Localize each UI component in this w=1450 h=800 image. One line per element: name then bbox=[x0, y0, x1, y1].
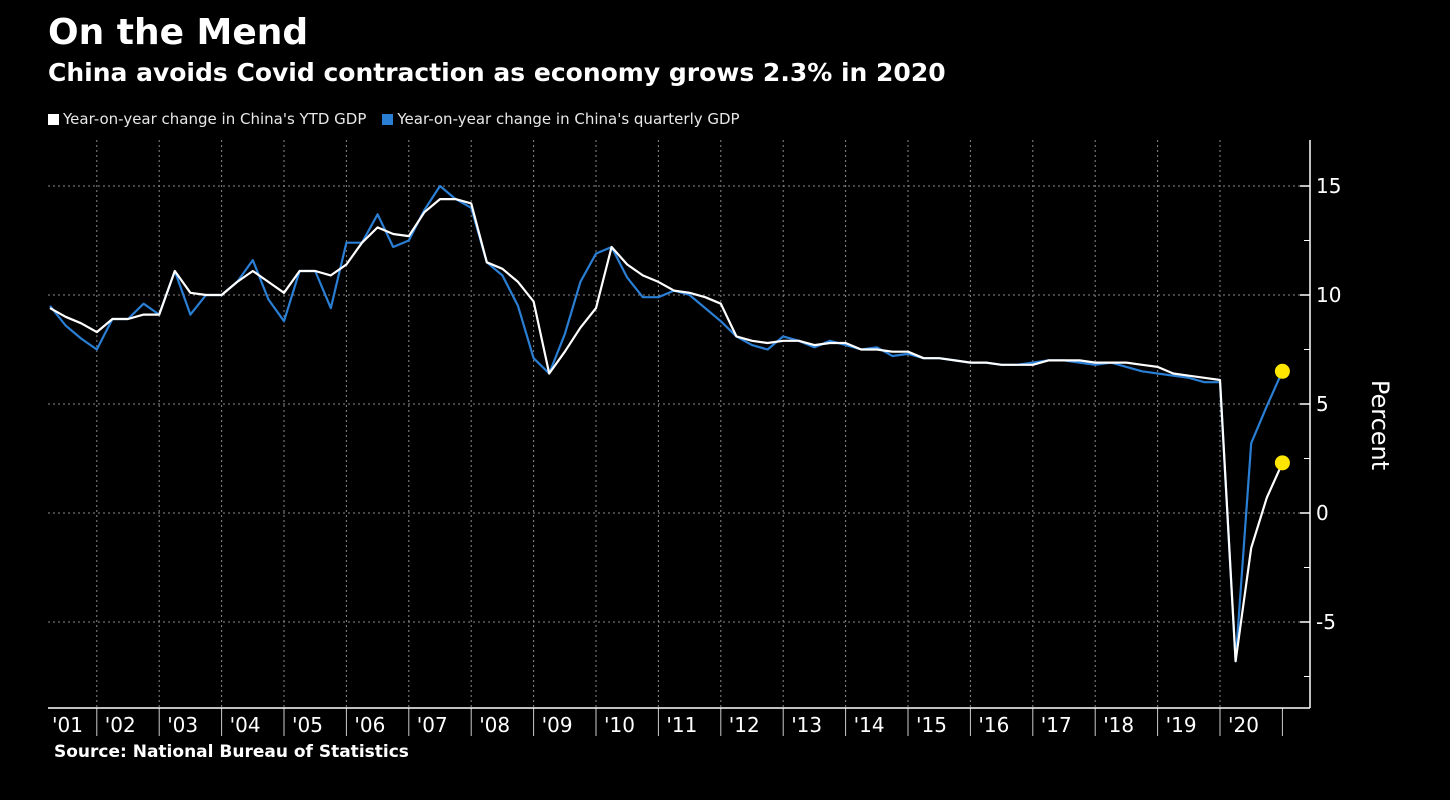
series-line-quarterly bbox=[49, 184, 1284, 663]
y-axis-label: Percent bbox=[1366, 380, 1394, 470]
x-tick-label: '07 bbox=[417, 713, 448, 737]
x-tick-label: '09 bbox=[542, 713, 573, 737]
x-tick-label: '19 bbox=[1166, 713, 1197, 737]
x-tick-label: '15 bbox=[916, 713, 947, 737]
x-tick-label: '03 bbox=[167, 713, 198, 737]
x-tick-label: '10 bbox=[604, 713, 635, 737]
legend-item-ytd: Year-on-year change in China's YTD GDP bbox=[48, 110, 366, 128]
x-tick-label: '11 bbox=[666, 713, 697, 737]
x-tick-label: '06 bbox=[354, 713, 385, 737]
end-marker-ytd bbox=[1274, 455, 1290, 471]
legend-label-quarterly: Year-on-year change in China's quarterly… bbox=[397, 110, 740, 128]
end-marker-quarterly bbox=[1274, 363, 1290, 379]
legend: Year-on-year change in China's YTD GDP Y… bbox=[48, 110, 740, 128]
x-tick-label: '05 bbox=[292, 713, 323, 737]
x-tick-label: '08 bbox=[479, 713, 510, 737]
y-tick-label: 10 bbox=[1316, 283, 1341, 307]
x-tick-label: '14 bbox=[854, 713, 885, 737]
chart-title: On the Mend bbox=[48, 12, 309, 53]
x-tick-label: '04 bbox=[230, 713, 261, 737]
x-tick-label: '01 bbox=[52, 713, 83, 737]
legend-label-ytd: Year-on-year change in China's YTD GDP bbox=[63, 110, 367, 128]
y-tick-label: 15 bbox=[1316, 174, 1341, 198]
y-tick-label: 0 bbox=[1316, 501, 1329, 525]
legend-swatch-ytd bbox=[48, 113, 59, 125]
y-tick-label: -5 bbox=[1316, 610, 1336, 634]
legend-swatch-quarterly bbox=[382, 113, 394, 125]
source-note: Source: National Bureau of Statistics bbox=[54, 742, 409, 762]
x-tick-label: '02 bbox=[105, 713, 136, 737]
x-tick-label: '12 bbox=[729, 713, 760, 737]
x-tick-label: '16 bbox=[978, 713, 1009, 737]
x-tick-label: '20 bbox=[1228, 713, 1259, 737]
x-tick-label: '17 bbox=[1041, 713, 1072, 737]
y-tick-label: 5 bbox=[1316, 392, 1329, 416]
x-tick-label: '18 bbox=[1103, 713, 1134, 737]
chart-subtitle: China avoids Covid contraction as econom… bbox=[48, 58, 946, 87]
x-tick-label: '13 bbox=[791, 713, 822, 737]
legend-item-quarterly: Year-on-year change in China's quarterly… bbox=[382, 110, 740, 128]
series-line-ytd bbox=[49, 198, 1284, 663]
